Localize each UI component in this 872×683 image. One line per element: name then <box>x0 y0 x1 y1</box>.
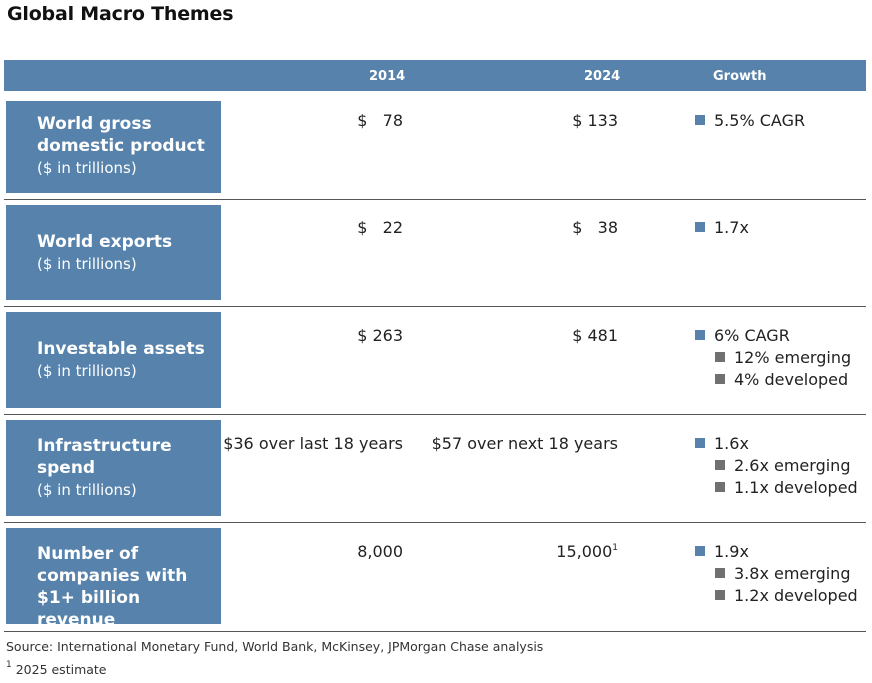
value-2024: $ 133 <box>572 111 618 130</box>
grey-square-icon <box>715 460 725 470</box>
growth-cell: 1.9x 3.8x emerging 1.2x developed <box>695 542 858 608</box>
growth-sub-item: 2.6x emerging <box>695 456 858 478</box>
grey-square-icon <box>715 590 725 600</box>
value-2014: $ 22 <box>357 218 403 237</box>
grey-square-icon <box>715 482 725 492</box>
blue-square-icon <box>695 115 705 125</box>
footnote-marker: 1 <box>6 660 12 670</box>
value-2024: $ 38 <box>572 218 618 237</box>
row-unit: ($ in trillions) <box>37 159 137 177</box>
growth-sub-value: 2.6x emerging <box>734 456 851 475</box>
row-divider <box>4 199 866 200</box>
row-unit: ($ in trillions) <box>37 362 137 380</box>
value-2014: $ 78 <box>357 111 403 130</box>
row-label-line: Investable assets <box>37 339 205 359</box>
row-unit: ($ in trillions) <box>37 255 137 273</box>
footnote-marker: 1 <box>612 543 618 553</box>
growth-value: 5.5% CAGR <box>714 111 806 130</box>
row-label-line: World gross <box>37 114 152 134</box>
row-label: Infrastructure spend ($ in trillions) <box>6 420 221 516</box>
row-label-line: $1+ billion revenue <box>37 588 141 630</box>
row-unit: ($ in trillions) <box>37 481 137 499</box>
row-label-line: Number of <box>37 544 139 564</box>
grey-square-icon <box>715 352 725 362</box>
row-label: World gross domestic product ($ in trill… <box>6 101 221 193</box>
blue-square-icon <box>695 438 705 448</box>
grey-square-icon <box>715 568 725 578</box>
growth-sub-value: 1.1x developed <box>734 478 858 497</box>
row-divider <box>4 522 866 523</box>
growth-primary: 5.5% CAGR <box>695 111 805 133</box>
row-label-line: spend <box>37 458 96 478</box>
page-title: Global Macro Themes <box>7 3 234 25</box>
row-label: World exports ($ in trillions) <box>6 205 221 300</box>
footnote: 1 2025 estimate <box>6 660 107 677</box>
growth-sub-item: 3.8x emerging <box>695 564 858 586</box>
growth-primary: 6% CAGR <box>695 326 851 348</box>
column-header-2024: 2024 <box>584 69 621 84</box>
row-label: Investable assets ($ in trillions) <box>6 312 221 408</box>
footnote-text: 2025 estimate <box>11 662 107 677</box>
source-note: Source: International Monetary Fund, Wor… <box>6 639 544 654</box>
growth-primary: 1.9x <box>695 542 858 564</box>
value-2024: $ 481 <box>572 326 618 345</box>
growth-cell: 5.5% CAGR <box>695 111 805 133</box>
growth-value: 1.7x <box>714 218 749 237</box>
column-header-2014: 2014 <box>369 69 406 84</box>
growth-sub-item: 1.2x developed <box>695 586 858 608</box>
growth-sub-item: 1.1x developed <box>695 478 858 500</box>
row-divider <box>4 414 866 415</box>
growth-sub-item: 4% developed <box>695 370 851 392</box>
blue-square-icon <box>695 330 705 340</box>
value-2024-number: 15,000 <box>556 542 613 561</box>
growth-cell: 1.7x <box>695 218 749 240</box>
growth-primary: 1.7x <box>695 218 749 240</box>
grey-square-icon <box>715 374 725 384</box>
row-label: Number of companies with $1+ billion rev… <box>6 528 221 630</box>
growth-sub-value: 4% developed <box>734 370 849 389</box>
row-label-line: World exports <box>37 232 173 252</box>
growth-value: 1.6x <box>714 434 749 453</box>
growth-cell: 1.6x 2.6x emerging 1.1x developed <box>695 434 858 500</box>
growth-sub-value: 12% emerging <box>734 348 852 367</box>
value-2014: 8,000 <box>357 542 403 561</box>
value-2024: 15,0001 <box>556 542 618 561</box>
value-2014: $36 over last 18 years <box>223 434 403 453</box>
growth-cell: 6% CAGR 12% emerging 4% developed <box>695 326 851 392</box>
growth-sub-value: 1.2x developed <box>734 586 858 605</box>
blue-square-icon <box>695 546 705 556</box>
row-label-line: companies with <box>37 566 188 586</box>
growth-sub-item: 12% emerging <box>695 348 851 370</box>
column-header-growth: Growth <box>713 69 767 84</box>
blue-square-icon <box>695 222 705 232</box>
growth-value: 6% CAGR <box>714 326 790 345</box>
row-divider <box>4 306 866 307</box>
growth-primary: 1.6x <box>695 434 858 456</box>
row-label-line: domestic product <box>37 136 205 156</box>
row-label-line: Infrastructure <box>37 436 172 456</box>
row-divider <box>4 631 866 632</box>
table-header: 2014 2024 Growth <box>4 60 866 91</box>
value-2024: $57 over next 18 years <box>431 434 618 453</box>
growth-sub-value: 3.8x emerging <box>734 564 851 583</box>
value-2014: $ 263 <box>357 326 403 345</box>
growth-value: 1.9x <box>714 542 749 561</box>
